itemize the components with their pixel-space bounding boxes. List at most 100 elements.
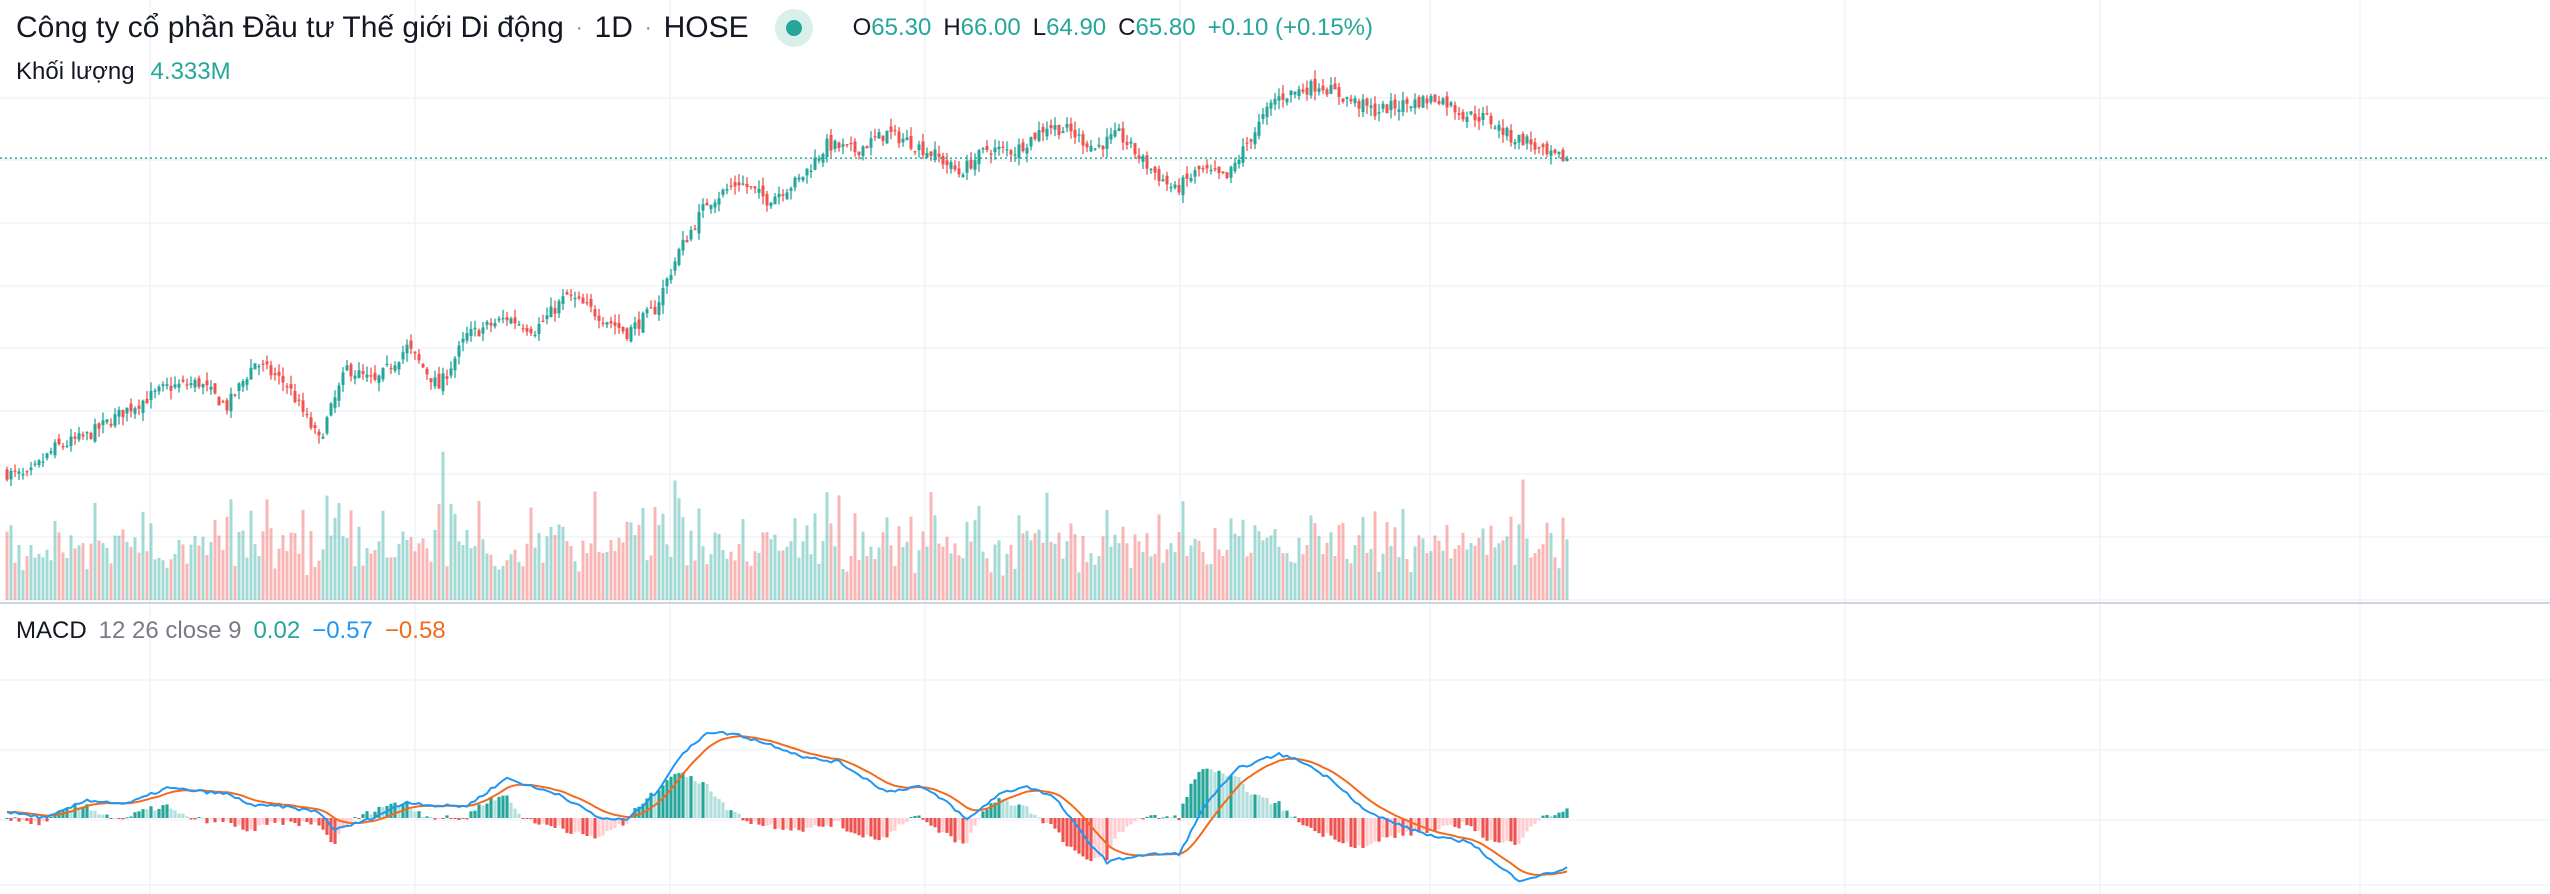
volume-bar	[1517, 524, 1521, 600]
candle-body	[985, 145, 989, 151]
macd-hist-bar	[1097, 818, 1101, 858]
volume-bar	[525, 543, 529, 600]
candle-body	[1241, 146, 1245, 163]
macd-hist-bar	[1377, 818, 1381, 842]
candle-body	[1157, 169, 1161, 182]
volume-bar	[869, 546, 873, 600]
macd-hist-bar	[149, 806, 153, 818]
candle-body	[1117, 128, 1121, 131]
volume-bar	[633, 535, 637, 600]
volume-bar	[89, 543, 93, 600]
candle-body	[533, 334, 537, 336]
candle-body	[1409, 106, 1413, 109]
macd-hist-bar	[601, 818, 605, 836]
candle-body	[825, 138, 829, 157]
candle-body	[633, 322, 637, 329]
volume-bar	[509, 554, 513, 600]
candle-body	[441, 373, 445, 392]
candle-body	[1473, 113, 1477, 121]
candle-body	[1365, 98, 1369, 106]
candle-body	[1349, 99, 1353, 102]
macd-hist-bar	[1125, 818, 1129, 827]
volume-bar	[993, 544, 997, 600]
candle-body	[293, 390, 297, 403]
macd-hist-bar	[1369, 818, 1373, 845]
candle-body	[233, 394, 237, 396]
candle-body	[1317, 88, 1321, 92]
candle-body	[1257, 121, 1261, 136]
volume-bar	[1325, 542, 1329, 600]
macd-hist-bar	[441, 818, 445, 819]
candle-body	[433, 377, 437, 387]
macd-hist-bar	[13, 817, 17, 819]
macd-hist-bar	[1509, 818, 1513, 842]
macd-hist-bar	[813, 818, 817, 826]
volume-bar	[833, 546, 837, 600]
candle-body	[1513, 141, 1517, 145]
candle-body	[1113, 130, 1117, 137]
macd-hist-bar	[317, 818, 321, 826]
volume-bar	[741, 519, 745, 600]
macd-hist-bar	[889, 818, 893, 832]
macd-hist-bar	[877, 818, 881, 841]
volume-bar	[565, 541, 569, 600]
candle-body	[213, 383, 217, 394]
candle-body	[789, 188, 793, 191]
candle-body	[1353, 98, 1357, 104]
candle-body	[541, 320, 545, 322]
volume-bar	[561, 526, 565, 600]
candle-body	[1393, 99, 1397, 109]
candle-body	[1189, 177, 1193, 181]
macd-hist-bar	[1297, 818, 1301, 823]
volume-bar	[357, 526, 361, 600]
candle-body	[653, 306, 657, 315]
market-status-icon[interactable]	[774, 9, 813, 47]
candle-body	[973, 160, 977, 170]
candle-body	[513, 317, 517, 324]
macd-hist-bar	[321, 818, 325, 830]
macd-hist-bar	[677, 773, 681, 818]
volume-bar	[1449, 558, 1453, 600]
candle-body	[1417, 96, 1421, 108]
macd-hist-bar	[373, 811, 377, 818]
candle-body	[1545, 143, 1549, 155]
volume-bar	[1549, 532, 1553, 600]
macd-hist-bar	[613, 818, 617, 829]
candle-body	[1273, 98, 1277, 105]
volume-bar	[1233, 533, 1237, 600]
candle-body	[1253, 132, 1257, 145]
macd-hist-bar	[349, 818, 353, 824]
macd-hist-bar	[1225, 776, 1229, 818]
volume-bar	[445, 566, 449, 600]
candle-body	[1561, 149, 1565, 162]
volume-bar	[977, 505, 981, 600]
macd-hist-bar	[717, 798, 721, 818]
volume-bar	[1217, 549, 1221, 600]
macd-hist-bar	[761, 818, 765, 826]
volume-bar	[1109, 546, 1113, 600]
candle-body	[217, 396, 221, 406]
volume-bar	[657, 524, 661, 600]
macd-hist-bar	[85, 804, 89, 818]
macd-hist-bar	[921, 818, 925, 820]
candle-body	[229, 393, 233, 412]
candle-body	[373, 372, 377, 380]
candle-body	[1181, 177, 1185, 196]
macd-hist-bar	[1533, 818, 1537, 824]
macd-hist-bar	[197, 817, 201, 819]
volume-bar	[505, 560, 509, 600]
candle-body	[553, 308, 557, 314]
candle-body	[365, 374, 369, 378]
candle-body	[989, 153, 993, 156]
volume-bar	[569, 545, 573, 600]
candle-body	[1101, 145, 1105, 150]
macd-hist-bar	[893, 818, 897, 831]
candle-body	[137, 405, 141, 409]
macd-hist-bar	[469, 811, 473, 818]
candle-body	[921, 141, 925, 156]
volume-bar	[1053, 543, 1057, 600]
candle-body	[669, 275, 673, 280]
macd-hist-bar	[577, 818, 581, 832]
candle-body	[573, 298, 577, 300]
volume-bar	[729, 551, 733, 600]
